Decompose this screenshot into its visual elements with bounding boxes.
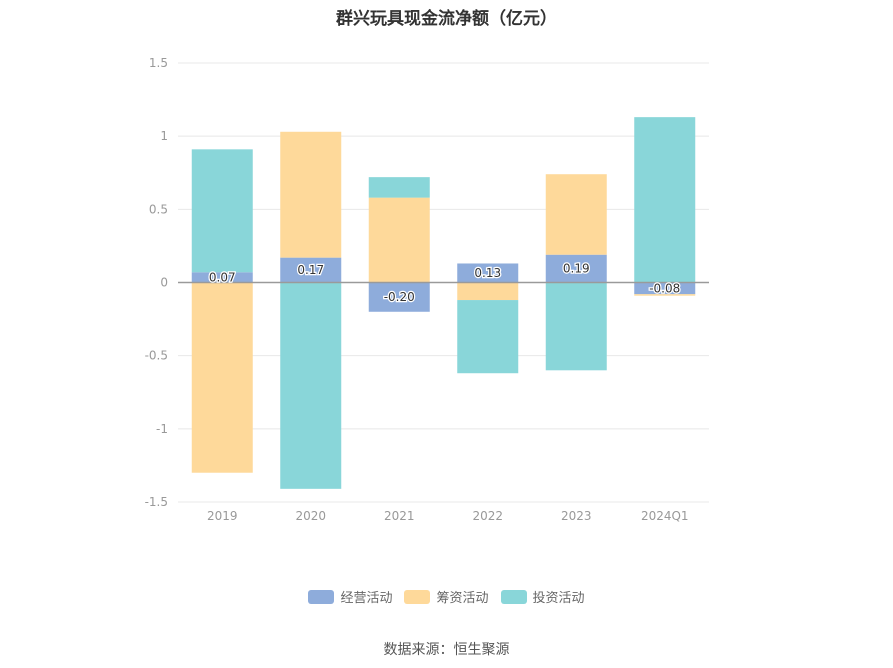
bar-financing-2020	[280, 131, 342, 258]
bar-operating-2020	[280, 257, 342, 283]
x-tick-label: 2020	[295, 509, 326, 523]
data-label-operating: -0.20	[384, 290, 415, 304]
chart-title: 群兴玩具现金流净额（亿元）	[336, 9, 557, 29]
bar-operating-2019	[191, 272, 253, 283]
y-tick-label: -1	[156, 422, 168, 436]
legend-label: 筹资活动	[436, 591, 489, 606]
y-tick-label: 0	[160, 276, 168, 290]
bar-investing-2022	[457, 300, 519, 374]
legend-swatch	[308, 589, 335, 604]
chart-legend: 经营活动 筹资活动 投资活动	[0, 587, 893, 606]
x-tick-label: 2022	[472, 509, 503, 523]
x-tick-label: 2023	[561, 509, 592, 523]
x-tick-label: 2024Q1	[641, 509, 689, 523]
bar-financing-2019	[191, 282, 253, 473]
data-label-operating: 0.17	[297, 263, 324, 277]
bar-operating-2023	[545, 254, 607, 283]
y-tick-label: -1.5	[145, 495, 168, 509]
bar-investing-2019	[191, 149, 253, 273]
data-label-operating: -0.08	[649, 281, 680, 295]
data-label-operating: 0.07	[209, 270, 236, 284]
legend-label: 投资活动	[532, 591, 585, 606]
x-tick-label: 2019	[207, 509, 238, 523]
legend-swatch	[404, 589, 431, 604]
data-label-operating: 0.19	[563, 262, 590, 276]
bar-financing-2021	[368, 197, 430, 283]
bar-investing-2021	[368, 177, 430, 198]
bar-investing-2023	[545, 282, 607, 371]
bar-operating-2024Q1	[634, 282, 696, 295]
bar-investing-2020	[280, 282, 342, 489]
legend-label: 经营活动	[340, 591, 393, 606]
y-tick-label: 0.5	[149, 202, 168, 216]
bar-operating-2021	[368, 282, 430, 312]
bar-investing-2024Q1	[634, 117, 696, 283]
bar-financing-2024Q1	[634, 294, 696, 296]
y-tick-label: 1	[160, 129, 168, 143]
y-tick-label: -0.5	[145, 349, 168, 363]
bar-financing-2023	[545, 174, 607, 255]
data-source-note: 数据来源：恒生聚源	[383, 642, 510, 658]
bar-operating-2022	[457, 263, 519, 283]
legend-swatch	[500, 589, 527, 604]
x-tick-label: 2021	[384, 509, 415, 523]
legend-item[interactable]: 投资活动	[500, 587, 585, 606]
y-tick-label: 1.5	[149, 56, 168, 70]
data-label-operating: 0.13	[474, 266, 501, 280]
legend-item[interactable]: 经营活动	[308, 587, 392, 606]
bar-financing-2022	[457, 282, 519, 301]
legend-item[interactable]: 筹资活动	[404, 587, 489, 606]
